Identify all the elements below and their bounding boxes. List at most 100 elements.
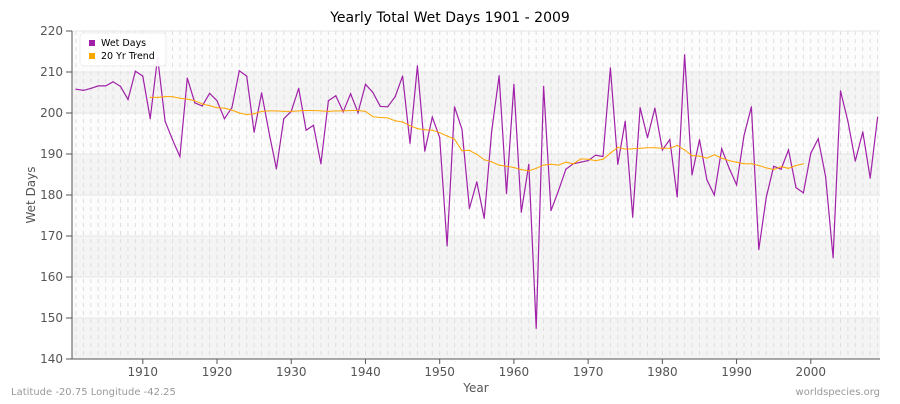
wet-days-point	[557, 190, 560, 192]
x-tick-label: 1990	[721, 365, 752, 379]
trend-point	[372, 116, 374, 118]
trend-point	[342, 110, 344, 112]
grid	[72, 30, 880, 360]
wet-days-point	[424, 150, 426, 152]
wet-days-point	[439, 137, 441, 139]
wet-days-point	[520, 211, 522, 213]
wet-days-point	[513, 83, 515, 85]
wet-days-point	[468, 207, 470, 210]
wet-days-point	[491, 131, 493, 133]
wet-days-point	[119, 85, 122, 87]
series	[75, 54, 879, 329]
trend-point	[624, 148, 626, 150]
band	[72, 154, 880, 195]
band	[72, 277, 880, 318]
wet-days-point	[401, 75, 404, 77]
wet-days-point	[312, 124, 315, 126]
x-tick-label: 1960	[499, 365, 530, 379]
wet-days-point	[209, 92, 211, 94]
wet-days-point	[639, 107, 641, 109]
wet-days-point	[624, 120, 626, 122]
wet-days-point	[431, 116, 433, 118]
legend-label-wet-days: Wet Days	[101, 38, 146, 49]
wet-days-point	[149, 118, 151, 120]
wet-days-point	[617, 163, 619, 165]
y-tick-label: 200	[40, 106, 63, 120]
wet-days-point	[543, 85, 545, 87]
wet-days-point	[446, 245, 448, 247]
wet-days-point	[179, 155, 181, 158]
wet-days-point	[194, 102, 196, 104]
trend-point	[795, 164, 797, 167]
trend-point	[327, 110, 329, 112]
trend-point	[424, 129, 426, 131]
y-tick-label: 170	[40, 229, 63, 243]
wet-days-point	[669, 139, 671, 141]
trend-point	[268, 110, 270, 112]
footer-source[interactable]: worldspecies.org	[796, 387, 880, 398]
wet-days-point	[505, 192, 508, 194]
trend-point	[231, 109, 233, 111]
trend-point	[186, 98, 188, 100]
trend-point	[350, 109, 352, 112]
wet-days-point	[416, 65, 419, 67]
x-tick-label: 1950	[424, 365, 455, 379]
wet-days-point	[246, 75, 248, 77]
x-tick-label: 1930	[276, 365, 307, 379]
trend-point	[780, 166, 782, 168]
wet-days-point	[357, 111, 359, 114]
trend-point	[387, 117, 389, 119]
wet-days-point	[498, 75, 500, 77]
trend-point	[557, 164, 560, 166]
wet-days-point	[869, 177, 871, 179]
trend-point	[409, 125, 411, 127]
wet-days-point	[854, 160, 856, 162]
trend-point	[461, 150, 463, 152]
footer-location: Latitude -20.75 Longitude -42.25	[11, 387, 176, 398]
wet-days-point	[253, 131, 255, 133]
wet-days-point	[721, 148, 723, 150]
trend-point	[483, 159, 485, 161]
band	[72, 31, 880, 72]
wet-days-point	[342, 111, 344, 113]
y-tick-label: 220	[40, 24, 63, 38]
trend-point	[357, 109, 359, 112]
trend-point	[253, 113, 255, 115]
wet-days-point	[817, 138, 819, 140]
trend-point	[439, 132, 441, 134]
trend-point	[721, 157, 723, 159]
wet-days-point	[335, 95, 337, 97]
trend-point	[476, 153, 478, 156]
wet-days-point	[698, 139, 701, 141]
trend-point	[617, 146, 619, 149]
wet-days-point	[320, 163, 322, 165]
wet-days-point	[787, 149, 790, 151]
trend-point	[639, 147, 641, 149]
x-axis-label: Year	[462, 381, 488, 395]
trend-point	[654, 147, 656, 149]
x-tick-label: 1910	[128, 365, 159, 379]
wet-days-point	[350, 93, 352, 95]
wet-days-point	[535, 327, 537, 329]
background-bands	[72, 31, 880, 359]
trend-point	[594, 159, 597, 162]
wet-days-point	[90, 87, 92, 89]
trend-point	[320, 110, 322, 112]
wet-days-point	[461, 128, 463, 130]
wet-days-point	[795, 187, 797, 189]
trend-point	[416, 127, 419, 130]
trend-point	[691, 155, 693, 157]
wet-days-point	[327, 100, 329, 102]
wet-days-point	[142, 75, 144, 77]
trend-point	[750, 163, 753, 165]
trend-point	[468, 149, 470, 151]
trend-point	[446, 135, 448, 137]
x-tick-label: 1940	[350, 365, 381, 379]
trend-point	[698, 155, 701, 157]
wet-days-point	[743, 134, 745, 137]
wet-days-point	[810, 152, 812, 154]
wet-days-point	[684, 54, 686, 56]
wet-days-point	[238, 70, 240, 72]
trend-point	[572, 163, 574, 165]
